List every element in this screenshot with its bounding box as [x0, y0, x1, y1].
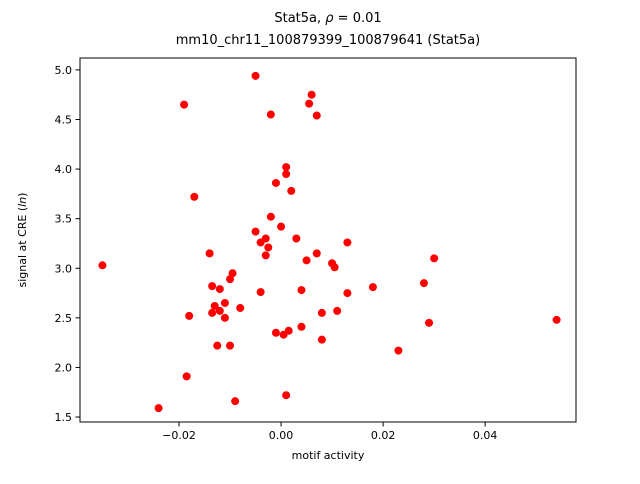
data-point: [180, 100, 189, 109]
data-point: [292, 234, 301, 243]
data-point: [261, 251, 270, 260]
data-point: [182, 372, 191, 381]
data-point: [264, 243, 273, 252]
data-point: [297, 322, 306, 331]
plot-area: [79, 57, 577, 423]
data-point: [271, 328, 280, 337]
data-point: [215, 306, 224, 315]
data-point: [215, 285, 224, 294]
data-point: [282, 391, 291, 400]
x-tick-label: 0.04: [473, 429, 498, 442]
data-point: [317, 335, 326, 344]
data-point: [213, 341, 222, 350]
y-tick-label: 4.0: [55, 163, 73, 176]
y-tick-label: 3.0: [55, 262, 73, 275]
y-tick-label: 2.0: [55, 361, 73, 374]
y-tick-label: 3.5: [55, 213, 73, 226]
data-point: [368, 283, 377, 292]
data-point: [226, 341, 235, 350]
data-point: [297, 286, 306, 295]
data-point: [205, 249, 214, 258]
y-tick-label: 5.0: [55, 64, 73, 77]
data-point: [256, 288, 265, 297]
x-tick-label: −0.02: [162, 429, 196, 442]
data-point: [343, 289, 352, 298]
data-point: [98, 261, 107, 270]
data-point: [282, 170, 291, 179]
data-point: [210, 301, 219, 310]
y-tick-label: 2.5: [55, 312, 73, 325]
data-point: [333, 306, 342, 315]
data-point: [287, 186, 296, 195]
data-point: [330, 263, 339, 272]
data-point: [266, 212, 275, 221]
data-point: [552, 315, 561, 324]
data-point: [261, 234, 270, 243]
data-point: [251, 71, 260, 80]
data-point: [236, 303, 245, 312]
data-point: [185, 311, 194, 320]
x-tick-label: 0.02: [371, 429, 396, 442]
x-axis-label: motif activity: [292, 449, 365, 462]
chart-subtitle: mm10_chr11_100879399_100879641 (Stat5a): [176, 33, 480, 48]
data-point: [154, 404, 163, 413]
data-point: [394, 346, 403, 355]
x-tick-label: 0.00: [269, 429, 294, 442]
data-point: [312, 111, 321, 120]
data-point: [228, 269, 237, 278]
data-point: [271, 178, 280, 187]
data-point: [208, 282, 217, 291]
y-tick-label: 1.5: [55, 411, 73, 424]
data-point: [284, 326, 293, 335]
data-point: [305, 99, 314, 108]
data-point: [419, 279, 428, 288]
data-point: [220, 298, 229, 307]
data-point: [208, 308, 217, 317]
axis-ticks: −0.02 0.00 0.02 0.04 1.5 2.0 2.5 3.0 3.5 4.0 4.5 5.…: [55, 64, 498, 442]
data-point: [251, 227, 260, 236]
y-axis-label: signal at CRE (ln): [16, 193, 29, 288]
data-point: [302, 256, 311, 265]
data-point: [266, 110, 275, 119]
data-point: [307, 90, 316, 99]
data-point: [231, 397, 240, 406]
data-points: [98, 71, 561, 413]
data-point: [317, 308, 326, 317]
data-point: [220, 313, 229, 322]
data-point: [343, 238, 352, 247]
y-tick-label: 4.5: [55, 113, 73, 126]
data-point: [425, 318, 434, 327]
data-point: [190, 192, 199, 201]
data-point: [312, 249, 321, 258]
data-point: [430, 254, 439, 263]
data-point: [282, 163, 291, 172]
data-point: [277, 222, 286, 231]
chart-title: Stat5a, ρ = 0.01: [274, 11, 381, 26]
